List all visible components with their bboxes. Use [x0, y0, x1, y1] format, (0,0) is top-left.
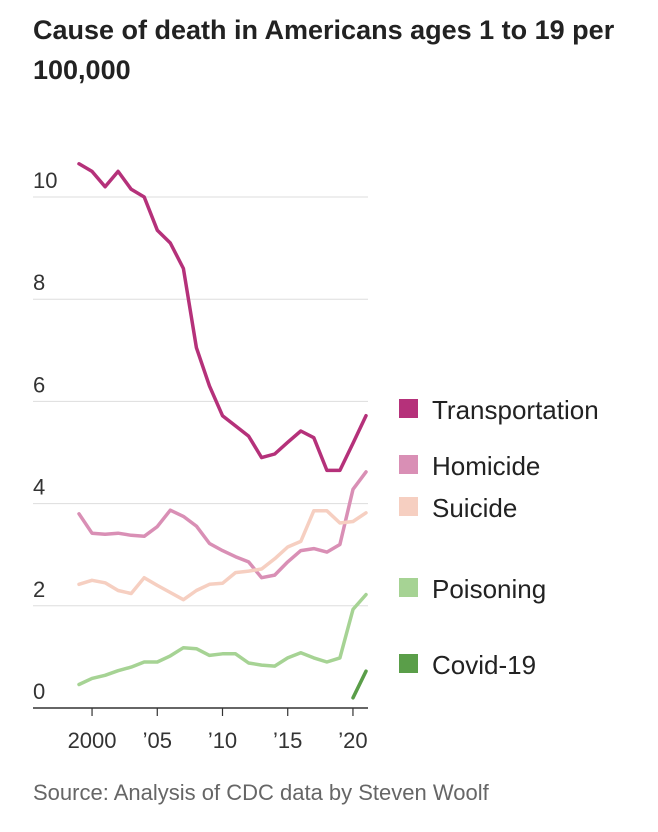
x-tick-label: ’10: [208, 728, 237, 753]
x-tick-label: ’15: [273, 728, 302, 753]
y-tick-label: 2: [33, 577, 45, 602]
y-tick-label: 8: [33, 270, 45, 295]
y-tick-label: 6: [33, 372, 45, 397]
legend-swatch: [399, 455, 418, 474]
legend-label: Poisoning: [432, 574, 546, 604]
legend-swatch: [399, 497, 418, 516]
series-line-transportation: [77, 162, 368, 473]
chart-title: Cause of death in Americans ages 1 to 19…: [33, 15, 615, 85]
legend-swatch: [399, 654, 418, 673]
series-line-homicide: [77, 470, 368, 580]
legend-swatch: [399, 578, 418, 597]
y-tick-label: 0: [33, 679, 45, 704]
series-lines: [77, 162, 368, 700]
y-axis: 0 2 4 6 8 10: [33, 168, 57, 704]
series-line-suicide: [77, 509, 368, 602]
x-tick-label: 2000: [68, 728, 117, 753]
source-note: Source: Analysis of CDC data by Steven W…: [33, 780, 489, 805]
series-line-poisoning: [77, 592, 368, 687]
legend: Transportation Homicide Suicide Poisoning Co…: [399, 395, 599, 680]
y-tick-label: 10: [33, 168, 57, 193]
legend-swatch: [399, 399, 418, 418]
grid-lines: [33, 196, 368, 709]
x-tick-label: ’20: [338, 728, 367, 753]
legend-label: Homicide: [432, 451, 540, 481]
legend-label: Suicide: [432, 493, 517, 523]
legend-label: Transportation: [432, 395, 599, 425]
legend-label: Covid-19: [432, 650, 536, 680]
y-tick-label: 4: [33, 475, 45, 500]
x-tick-label: ’05: [143, 728, 172, 753]
series-line-covid-19: [351, 669, 368, 700]
x-axis: 2000 ’05 ’10 ’15 ’20: [68, 708, 368, 753]
